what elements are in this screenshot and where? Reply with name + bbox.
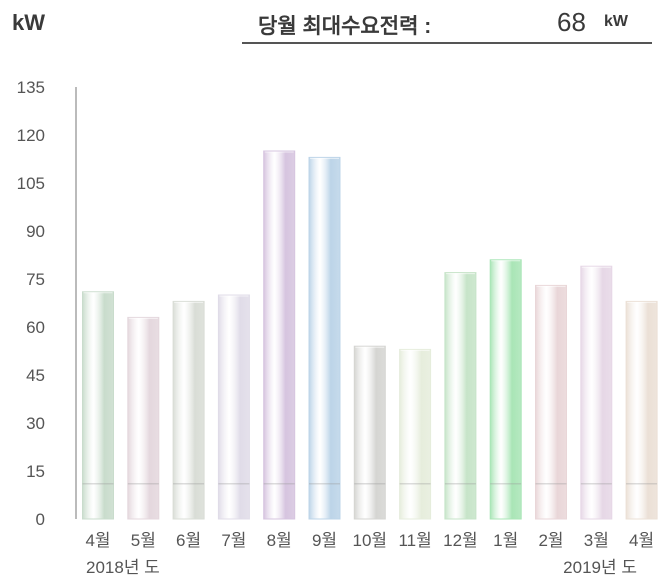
x-tick-label: 12월 xyxy=(443,531,478,550)
peak-demand-header: 당월 최대수요전력 : 68 kW xyxy=(242,2,652,44)
y-tick-label: 15 xyxy=(26,462,45,481)
bar xyxy=(127,316,160,520)
peak-demand-value: 68 xyxy=(557,7,586,37)
y-tick-label: 135 xyxy=(17,78,45,97)
bar xyxy=(217,294,250,520)
bar xyxy=(308,156,341,520)
y-tick-label: 60 xyxy=(26,318,45,337)
x-tick-label: 6월 xyxy=(176,531,201,550)
peak-demand-unit: kW xyxy=(604,13,628,30)
y-tick-label: 0 xyxy=(36,510,45,529)
bar xyxy=(580,265,613,520)
bar xyxy=(625,300,658,520)
y-tick-label: 75 xyxy=(26,270,45,289)
y-tick-label: 120 xyxy=(17,126,45,145)
bar xyxy=(444,272,477,520)
bar xyxy=(263,150,296,520)
bar xyxy=(172,300,205,520)
bar xyxy=(353,345,386,520)
x-tick-label: 11월 xyxy=(398,531,431,550)
peak-demand-label: 당월 최대수요전력 : xyxy=(258,15,432,38)
year-label-start: 2018년 도 xyxy=(86,558,160,577)
bar xyxy=(82,291,114,520)
x-tick-label: 4월 xyxy=(85,531,110,550)
x-tick-label: 1월 xyxy=(493,531,518,550)
y-tick-label: 90 xyxy=(26,222,45,241)
y-tick-label: 30 xyxy=(26,414,45,433)
y-tick-label: 45 xyxy=(26,366,45,385)
year-label-end: 2019년 도 xyxy=(563,558,637,577)
x-tick-label: 10월 xyxy=(353,531,388,550)
x-tick-label: 4월 xyxy=(629,531,654,550)
bar xyxy=(489,259,522,520)
x-tick-label: 3월 xyxy=(584,531,609,550)
bar xyxy=(399,348,432,520)
x-tick-label: 2월 xyxy=(538,531,563,550)
y-axis-unit: kW xyxy=(12,10,45,35)
x-tick-label: 5월 xyxy=(131,531,156,550)
bar xyxy=(535,284,567,520)
x-tick-label: 8월 xyxy=(267,531,292,550)
x-tick-label: 9월 xyxy=(312,531,337,550)
y-tick-label: 105 xyxy=(17,174,45,193)
x-tick-label: 7월 xyxy=(221,531,246,550)
